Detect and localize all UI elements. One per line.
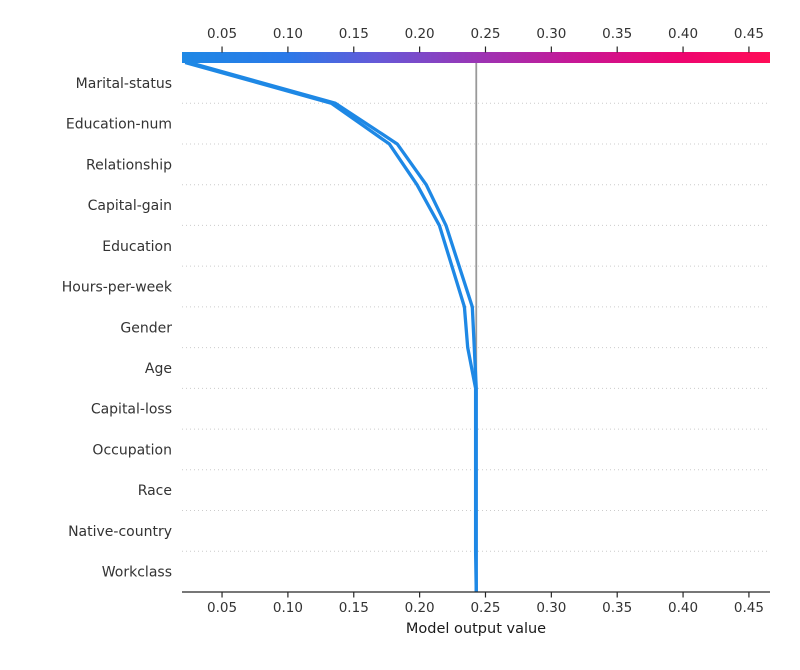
decision-path-observation-1 <box>184 60 478 593</box>
feature-label: Native-country <box>68 524 172 540</box>
decision-path-observation-2 <box>188 60 478 592</box>
x-axis-tick-label: 0.25 <box>470 600 500 616</box>
top-axis-tick-label: 0.10 <box>273 26 303 42</box>
x-axis-tick-label: 0.20 <box>405 600 435 616</box>
feature-label: Race <box>138 483 172 499</box>
x-axis-tick-label: 0.15 <box>339 600 369 616</box>
feature-label: Age <box>145 361 172 377</box>
top-axis-tick-label: 0.25 <box>470 26 500 42</box>
top-axis-tick-label: 0.35 <box>602 26 632 42</box>
feature-label: Workclass <box>102 565 172 581</box>
x-axis-tick-label: 0.35 <box>602 600 632 616</box>
top-axis-tick-label: 0.15 <box>339 26 369 42</box>
top-axis-tick-label: 0.45 <box>734 26 764 42</box>
feature-label: Capital-loss <box>91 402 172 418</box>
feature-label: Capital-gain <box>88 198 172 214</box>
top-axis-tick-label: 0.20 <box>405 26 435 42</box>
x-axis-tick-label: 0.40 <box>668 600 698 616</box>
top-axis-tick-label: 0.05 <box>207 26 237 42</box>
feature-label: Education <box>102 239 172 255</box>
x-axis-tick-label: 0.45 <box>734 600 764 616</box>
feature-value-colorbar <box>182 52 770 63</box>
x-axis-tick-label: 0.05 <box>207 600 237 616</box>
feature-label: Relationship <box>86 157 172 173</box>
x-axis-tick-label: 0.10 <box>273 600 303 616</box>
top-axis-tick-label: 0.40 <box>668 26 698 42</box>
feature-label: Hours-per-week <box>62 280 173 296</box>
top-axis-tick-label: 0.30 <box>536 26 566 42</box>
feature-label: Marital-status <box>76 76 172 92</box>
feature-label: Education-num <box>66 117 172 133</box>
feature-label: Gender <box>120 320 172 336</box>
feature-label: Occupation <box>92 442 172 458</box>
x-axis-tick-label: 0.30 <box>536 600 566 616</box>
x-axis-title: Model output value <box>405 621 547 637</box>
